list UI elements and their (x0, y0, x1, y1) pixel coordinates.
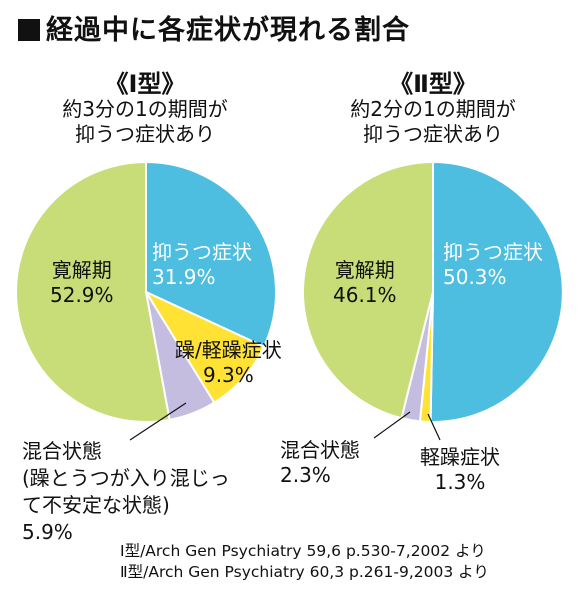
type2-mixed-name: 混合状態 (280, 438, 360, 462)
type1-manic-value: 9.3% (202, 363, 254, 387)
type1-manic-name: 躁/軽躁症状 (175, 338, 282, 362)
type1-mixed-name-line2: (躁とうつが入り混じっ (22, 466, 230, 490)
type2-subtitle-line2: 抑うつ症状あり (363, 122, 503, 146)
type1-subtitle-line2: 抑うつ症状あり (75, 122, 215, 146)
chart-title-text: 経過中に各症状が現れる割合 (46, 15, 410, 46)
type1-subtitle-line1: 約3分の1の期間が (62, 97, 228, 121)
type1-mixed-name-line3: て不安定な状態) (22, 493, 170, 517)
type1-depressive-value: 31.9% (152, 265, 216, 289)
type2-remission-name: 寛解期 (334, 258, 395, 282)
type2-title: 《Ⅱ型》 (389, 70, 477, 98)
type2-pie-chart (302, 160, 564, 423)
type2-depressive-label: 抑うつ症状 50.3% (443, 240, 543, 290)
type2-depressive-name: 抑うつ症状 (443, 240, 543, 264)
type2-slice-remission (302, 160, 434, 420)
type2-subtitle: 約2分の1の期間が 抑うつ症状あり (313, 97, 553, 147)
type1-title: 《Ⅰ型》 (104, 70, 186, 98)
chart-title: 経過中に各症状が現れる割合 (18, 8, 410, 47)
type1-slice-depressive (145, 160, 277, 348)
type2-mixed-value: 2.3% (280, 463, 331, 487)
type1-mixed-name-line1: 混合状態 (22, 439, 102, 463)
type2-hypomanic-label: 軽躁症状 1.3% (420, 445, 500, 495)
type1-remission-value: 52.9% (50, 283, 114, 307)
type2-hypomanic-name: 軽躁症状 (420, 445, 500, 469)
type2-remission-label: 寛解期 46.1% (333, 258, 397, 308)
type1-depressive-name: 抑うつ症状 (152, 240, 252, 264)
type1-mixed-label: 混合状態 (躁とうつが入り混じっ て不安定な状態) 5.9% (22, 438, 230, 546)
type1-manic-label: 躁/軽躁症状 9.3% (175, 338, 282, 388)
type2-subtitle-line1: 約2分の1の期間が (350, 97, 516, 121)
title-square-icon (18, 19, 40, 41)
type2-mixed-label: 混合状態 2.3% (280, 438, 360, 488)
type1-slice-remission (15, 160, 171, 423)
type2-depressive-value: 50.3% (443, 265, 507, 289)
source-type1: Ⅰ型/Arch Gen Psychiatry 59,6 p.530-7,2002… (120, 542, 486, 560)
type2-hypomanic-value: 1.3% (434, 470, 486, 494)
type1-remission-label: 寛解期 52.9% (50, 258, 114, 308)
type1-subtitle: 約3分の1の期間が 抑うつ症状あり (25, 97, 265, 147)
type2-mixed-leader (373, 411, 411, 439)
source-type2: Ⅱ型/Arch Gen Psychiatry 60,3 p.261-9,2003… (120, 563, 489, 581)
type2-hypomanic-leader (427, 413, 441, 441)
type1-mixed-value: 5.9% (22, 520, 73, 544)
type2-remission-value: 46.1% (333, 283, 397, 307)
type1-depressive-label: 抑うつ症状 31.9% (152, 240, 252, 290)
type1-remission-name: 寛解期 (51, 258, 112, 282)
type2-slice-depressive (429, 160, 564, 423)
type1-pie-chart (15, 160, 277, 423)
type1-mixed-leader (129, 402, 187, 441)
